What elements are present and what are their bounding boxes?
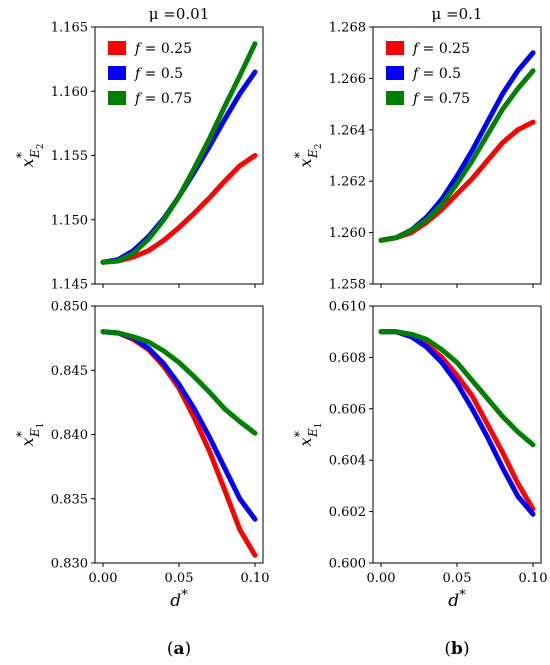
- legend-swatch: [108, 91, 126, 105]
- legend-swatch: [108, 41, 126, 55]
- x-axis-label: d*: [448, 588, 466, 611]
- series-line-3: [100, 329, 258, 436]
- y-axis-label: x*E2: [293, 143, 324, 167]
- y-tick-label: 1.260: [329, 226, 366, 241]
- legend-swatch: [386, 66, 404, 80]
- x-tick-label: 0.05: [443, 571, 472, 586]
- y-axis-label: x*E1: [15, 422, 46, 446]
- x-tick-label: 0.00: [367, 571, 396, 586]
- panel-caption: (a): [167, 639, 191, 659]
- legend-label: f = 0.75: [412, 91, 470, 107]
- y-tick-label: 0.830: [51, 557, 88, 572]
- x-tick-label: 0.00: [89, 571, 118, 586]
- legend-swatch: [386, 91, 404, 105]
- legend-label: f = 0.25: [412, 41, 470, 57]
- y-tick-label: 0.835: [51, 492, 88, 507]
- y-tick-label: 0.610: [329, 300, 366, 315]
- y-tick-label: 0.845: [51, 364, 88, 379]
- y-tick-label: 1.266: [329, 72, 366, 87]
- x-tick-label: 0.05: [165, 571, 194, 586]
- legend-label: f = 0.5: [412, 66, 461, 82]
- x-tick-label: 0.10: [519, 571, 548, 586]
- x-tick-label: 0.10: [241, 571, 270, 586]
- x-axis-label: d*: [170, 588, 188, 611]
- panel-caption: (b): [444, 639, 469, 659]
- y-axis-label: x*E1: [293, 422, 324, 446]
- y-tick-label: 0.600: [329, 557, 366, 572]
- legend-swatch: [386, 41, 404, 55]
- y-tick-label: 1.268: [329, 21, 366, 36]
- y-axis-label: x*E2: [15, 143, 46, 167]
- panel-4: 0.600 0.602 0.604 0.606 0.608 0.610 0.00 0.05 0.…: [293, 300, 547, 612]
- legend-swatch: [108, 66, 126, 80]
- y-tick-label: 0.850: [51, 300, 88, 315]
- y-tick-label: 1.264: [329, 123, 366, 138]
- panel-title: μ =0.01: [149, 5, 209, 23]
- y-tick-label: 1.150: [51, 213, 88, 228]
- y-tick-label: 0.840: [51, 428, 88, 443]
- panel-2: 1.258 1.260 1.262 1.264 1.266 1.268 μ =0.1 x*E2…: [293, 5, 542, 293]
- series-line-3: [100, 41, 258, 265]
- series-line-1: [100, 153, 258, 265]
- y-tick-label: 0.606: [329, 402, 366, 417]
- y-tick-label: 0.608: [329, 351, 366, 366]
- y-tick-label: 0.602: [329, 505, 366, 520]
- y-tick-label: 0.604: [329, 454, 366, 469]
- legend: f = 0.25 f = 0.5 f = 0.75: [108, 41, 192, 107]
- legend-label: f = 0.75: [134, 91, 192, 107]
- legend-label: f = 0.25: [134, 41, 192, 57]
- y-tick-label: 1.262: [329, 175, 366, 190]
- panel-1: 1.145 1.150 1.155 1.160 1.165 μ =0.01 x*E2 f = …: [15, 5, 264, 293]
- y-tick-label: 1.258: [329, 278, 366, 293]
- series-line-3: [378, 329, 536, 448]
- plot-frame: [372, 305, 542, 564]
- panel-3: 0.830 0.835 0.840 0.845 0.850 0.00 0.05 0.10 x*E…: [15, 300, 269, 612]
- y-tick-label: 1.145: [51, 278, 88, 293]
- legend-label: f = 0.5: [134, 66, 183, 82]
- panel-title: μ =0.1: [432, 5, 483, 23]
- y-tick-label: 1.155: [51, 149, 88, 164]
- legend: f = 0.25 f = 0.5 f = 0.75: [386, 41, 470, 107]
- y-tick-label: 1.160: [51, 85, 88, 100]
- series-line-3: [378, 68, 536, 243]
- y-tick-label: 1.165: [51, 21, 88, 36]
